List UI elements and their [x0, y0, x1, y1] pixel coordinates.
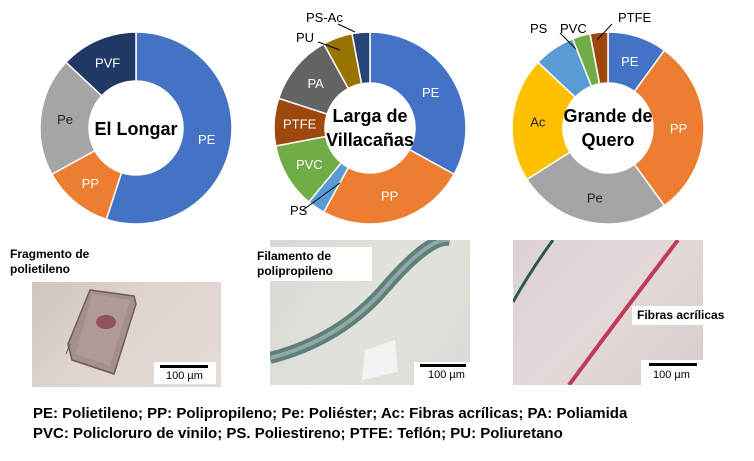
photo-caption-acrylic: Fibras acrílicas: [632, 306, 730, 325]
scale-bar-label: 100 µm: [166, 370, 203, 382]
slice-label-ac: Ac: [530, 114, 546, 129]
leader-line-ps: [302, 182, 341, 211]
slice-label-pp: PP: [82, 176, 99, 191]
donut-center-title: El Longar: [94, 119, 177, 139]
donut-slice-pe: [369, 31, 467, 176]
scale-bar: [420, 364, 466, 367]
donut-slice-pp: [633, 49, 705, 207]
scale-bar: [160, 365, 208, 368]
donut-center-title: Villacañas: [326, 130, 414, 150]
legend-line-2: PVC: Policloruro de vinilo; PS. Poliesti…: [33, 425, 563, 442]
donut-slice-pe: [525, 151, 666, 225]
legend-line-1: PE: Polietileno; PP: Polipropileno; Pe: …: [33, 405, 628, 422]
donut-slice-ps-ac: [351, 31, 371, 85]
scale-bar: [649, 363, 697, 366]
donut-slice-ac: [511, 61, 577, 181]
leader-line-ps: [559, 32, 578, 51]
scale-bar-label: 100 µm: [428, 369, 465, 381]
slice-label-ptfe: PTFE: [618, 10, 652, 25]
scale-bar-label: 100 µm: [653, 369, 690, 381]
donut-charts-area: PE PP Pe PVF El Longar PE PP PS PVC PTFE PA PU PS-Ac…: [39, 10, 705, 225]
photo-caption-polyethylene: Fragmento de polietileno: [10, 247, 90, 276]
donut-center-title: Larga de: [332, 106, 407, 126]
slice-label-pa: PA: [307, 76, 324, 91]
donut-slice-pe: [105, 31, 233, 225]
photo-caption-polypropylene: Filamento de polipropileno: [252, 247, 372, 281]
slice-label-ps-ac: PS-Ac: [306, 10, 343, 25]
slice-label-pvf: PVF: [95, 55, 120, 70]
slice-label-pvc: PVC: [560, 21, 587, 36]
slice-label-pp: PP: [381, 189, 398, 204]
slice-label-ptfe: PTFE: [283, 117, 317, 132]
donut-center-title: Quero: [581, 130, 634, 150]
slice-label-pvc: PVC: [296, 157, 323, 172]
slice-label-pe: Pe: [587, 190, 603, 205]
donut-slice-ptfe: [589, 31, 609, 85]
slice-label-pe: Pe: [57, 112, 73, 127]
slice-label-pe: PE: [621, 54, 639, 69]
scale-bar-box: [414, 362, 470, 385]
fragment-particle: [65, 289, 137, 375]
leader-line-ps-ac: [337, 23, 356, 33]
slice-label-ps: PS: [530, 21, 548, 36]
leader-line-pu: [317, 41, 341, 51]
slice-label-pe: PE: [422, 85, 440, 100]
donut-slice-pvf: [64, 31, 137, 97]
slice-label-pp: PP: [670, 121, 687, 136]
slice-label-pe: PE: [198, 132, 216, 147]
filament: [270, 240, 450, 380]
donut-center-title: Grande de: [563, 106, 652, 126]
donut-slice-pp: [322, 148, 456, 225]
leader-line-ptfe: [596, 23, 613, 41]
fibers: [513, 240, 680, 385]
photo-polyethylene-fragment: 100 µm: [32, 282, 221, 387]
slice-label-ps: PS: [290, 203, 308, 218]
slice-label-pu: PU: [296, 30, 314, 45]
